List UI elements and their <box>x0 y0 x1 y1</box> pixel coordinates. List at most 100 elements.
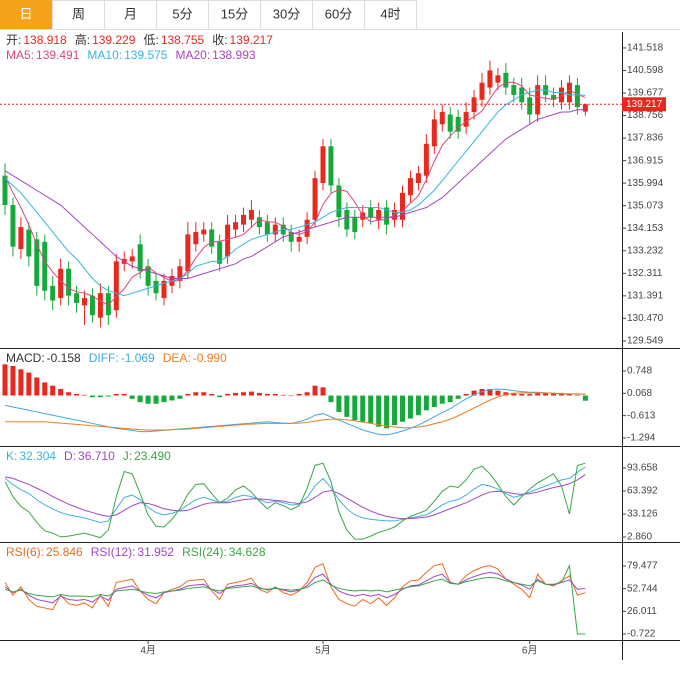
macd-bar <box>82 394 87 396</box>
macd-bar <box>42 382 48 396</box>
macd-bar <box>368 395 374 424</box>
macd-bar <box>225 393 231 396</box>
candle-body <box>447 114 453 132</box>
macd-bar <box>169 395 175 401</box>
candle-body <box>376 209 382 220</box>
candle-body <box>296 236 302 242</box>
macd-bar <box>511 392 517 396</box>
legend: MA5: 139.491 MA10: 139.575 MA20: 138.993 <box>6 48 256 62</box>
y-tick-label: 0.748 <box>627 366 652 377</box>
candle-body <box>241 214 246 225</box>
legend: 开: 138.918 高: 139.229 低: 138.755 收: 139.217 <box>6 32 273 47</box>
macd-bar <box>376 395 382 427</box>
legend-name: RSI(6): <box>6 545 44 559</box>
candle-body <box>368 207 374 218</box>
y-tick-label: 79.477 <box>627 561 658 572</box>
macd-bar <box>336 395 342 412</box>
macd-bar <box>527 393 533 396</box>
candle-body <box>559 87 564 103</box>
y-tick-label: 52.744 <box>627 583 658 594</box>
legend-name: J: <box>123 449 132 463</box>
macd-bar <box>193 392 199 396</box>
macd-bar <box>479 388 485 396</box>
y-tick-label: -0.613 <box>627 410 656 421</box>
tab[interactable] <box>52 0 105 30</box>
macd-bar <box>50 385 56 396</box>
candle-body <box>439 112 445 125</box>
y-tick-label: 131.391 <box>627 290 664 301</box>
series-line <box>4 563 586 635</box>
series-line <box>4 89 586 297</box>
y-tick-label: 2.860 <box>627 532 652 543</box>
tab[interactable]: 月 <box>124 6 137 21</box>
candle-body <box>304 219 310 237</box>
candle-body <box>312 178 318 220</box>
legend-value: 138.993 <box>212 48 256 62</box>
tab-active[interactable] <box>0 0 52 29</box>
legend-name: 低: <box>143 33 158 47</box>
candle-body <box>193 231 199 245</box>
candle-body <box>105 293 111 316</box>
candle-body <box>264 222 270 235</box>
legend-value: 34.628 <box>229 545 266 559</box>
tab[interactable]: 4时 <box>380 6 400 21</box>
macd-bar <box>280 394 286 396</box>
tab[interactable] <box>364 0 417 30</box>
legend-value: 23.490 <box>134 449 171 463</box>
candle-body <box>431 119 437 147</box>
y-tick-label: 138.756 <box>627 110 664 121</box>
legend: RSI(6): 25.846 RSI(12): 31.952 RSI(24): 34.62… <box>6 545 266 559</box>
tab[interactable]: 60分 <box>325 6 352 21</box>
macd-bar <box>320 387 326 396</box>
candle-body <box>89 295 95 316</box>
candle-body <box>511 85 517 95</box>
series-line <box>4 462 586 540</box>
macd-bar <box>304 392 310 396</box>
tab-bar: 日 周 月 5分 15分 30分 60分 4时 <box>0 0 680 30</box>
macd-bar <box>392 395 398 426</box>
last-price-box <box>622 97 666 112</box>
macd-bar <box>328 395 334 403</box>
tab[interactable]: 15分 <box>221 6 248 21</box>
candle-body <box>344 209 350 230</box>
macd-bar <box>447 395 453 403</box>
candle-body <box>26 229 32 257</box>
legend: MACD: -0.158 DIFF: -1.069 DEA: -0.990 <box>6 351 227 365</box>
macd-bar <box>217 395 223 398</box>
tab[interactable]: 30分 <box>273 6 300 21</box>
tab[interactable] <box>260 0 313 30</box>
y-tick-label: 139.677 <box>627 88 664 99</box>
candle-body <box>113 261 119 311</box>
frame <box>0 32 680 660</box>
series-line <box>4 388 586 436</box>
candle-body <box>10 205 16 247</box>
legend-name: DEA: <box>163 351 191 365</box>
tab[interactable] <box>312 0 365 30</box>
y-tick-label: 130.470 <box>627 313 664 324</box>
candle-body <box>336 185 342 218</box>
legend-value: 139.229 <box>92 33 136 47</box>
legend-value: 36.710 <box>78 449 115 463</box>
legend-name: 开: <box>6 33 21 47</box>
candle-body <box>209 229 215 247</box>
candle-body <box>423 143 429 176</box>
candle-body <box>415 173 421 184</box>
x-tick-label: 6月 <box>522 645 538 657</box>
candle-body <box>479 82 485 100</box>
tab[interactable]: 5分 <box>172 6 192 21</box>
legend-value: 32.304 <box>19 449 56 463</box>
candle-body <box>582 104 588 112</box>
tab[interactable]: 日 <box>19 6 32 21</box>
macd-bar <box>487 388 493 396</box>
macd-bar <box>463 393 469 396</box>
candle-body <box>487 70 493 88</box>
last-price-label: 139.217 <box>626 99 663 110</box>
candle-body <box>328 146 334 186</box>
tab[interactable] <box>156 0 209 30</box>
y-tick-label: 140.598 <box>627 65 664 76</box>
tab[interactable]: 周 <box>72 6 85 21</box>
candle-body <box>34 239 40 286</box>
macd-bar <box>209 393 215 396</box>
macd-bar <box>551 393 557 396</box>
candle-body <box>256 217 262 228</box>
